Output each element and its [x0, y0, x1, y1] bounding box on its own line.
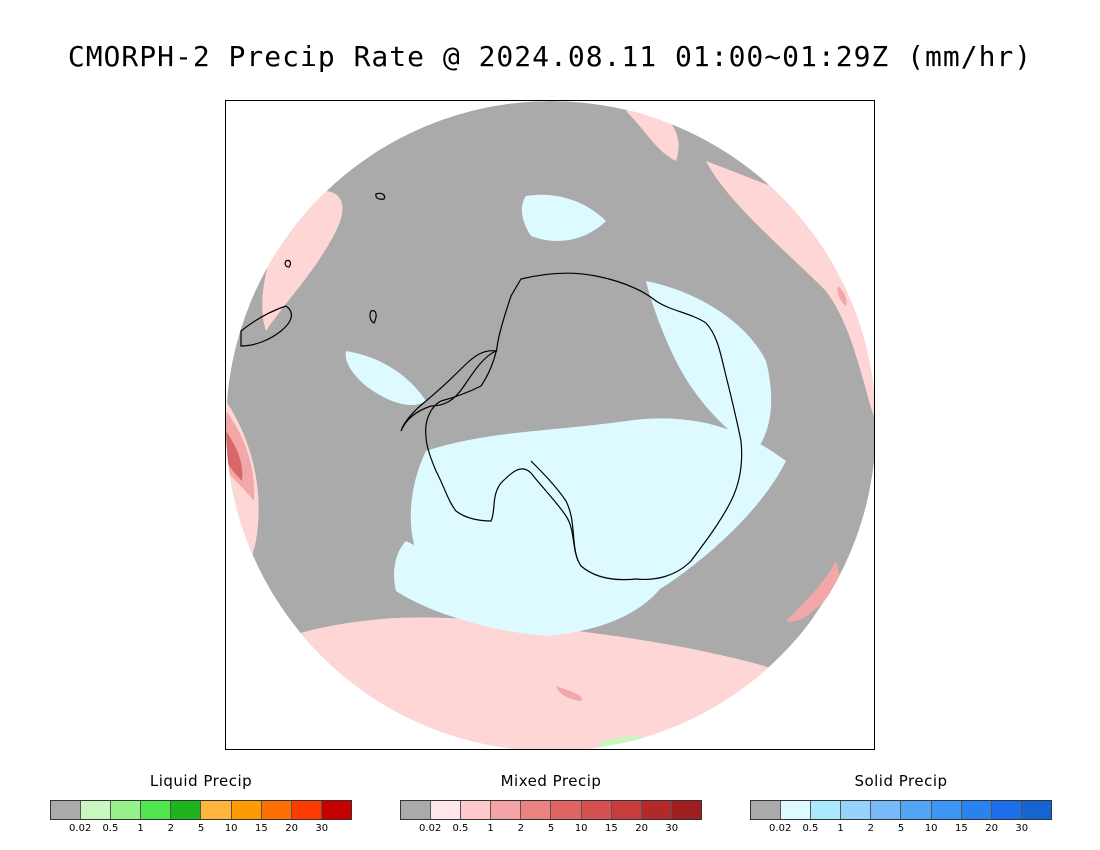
legend-tick-label: 20	[285, 823, 298, 834]
legend-title: Liquid Precip	[149, 772, 253, 790]
legend-swatch	[81, 801, 112, 819]
legend-swatch	[871, 801, 902, 819]
legend-swatch	[491, 801, 522, 819]
legend-swatch	[521, 801, 552, 819]
legend-tick-label: 2	[167, 823, 174, 834]
south-georgia	[284, 259, 292, 268]
ross-sea-coast	[530, 460, 579, 562]
map-frame	[225, 100, 875, 750]
legend-tick-label: 10	[924, 823, 938, 834]
mixed-precip-band-northwest	[262, 191, 343, 331]
legend-tick-label: 5	[897, 823, 905, 834]
legend-swatch	[111, 801, 142, 819]
legend-swatch	[1021, 801, 1051, 819]
legend-swatch	[781, 801, 812, 819]
mixed-precip-core-east	[837, 286, 847, 306]
legend-swatch	[431, 801, 462, 819]
falkland-islands	[375, 192, 386, 200]
legend-tick-label: 0.02	[419, 823, 442, 834]
legend-tick-label: 30	[665, 823, 679, 834]
legend-tick-label: 5	[197, 823, 205, 834]
legend-swatch	[991, 801, 1022, 819]
legend-tick-label: 0.5	[102, 823, 119, 834]
legend-tick-label: 0.02	[69, 823, 92, 834]
legend-swatch	[141, 801, 172, 819]
legend-tick-label: 20	[985, 823, 998, 834]
legend-tick-label: 1	[487, 823, 494, 834]
solid-precip-east	[646, 281, 772, 451]
legend-swatch	[611, 801, 642, 819]
legend-swatch	[671, 801, 701, 819]
mixed-precip-core-west	[226, 411, 255, 501]
legend-swatch	[901, 801, 932, 819]
legend-swatch	[171, 801, 202, 819]
legend-tick-label: 15	[955, 823, 968, 834]
legend-swatch	[581, 801, 612, 819]
legend-tick-label: 10	[224, 823, 238, 834]
legend-tick-label: 30	[315, 823, 329, 834]
legend-tick-label: 2	[517, 823, 524, 834]
mixed-precip-core-west-heavy	[226, 431, 243, 481]
antarctic-peninsula	[400, 350, 499, 432]
legend-swatch	[641, 801, 672, 819]
legend-swatch	[401, 801, 432, 819]
legend-tick-label: 5	[547, 823, 555, 834]
legend-swatch	[231, 801, 262, 819]
mixed-precip-band-north	[626, 101, 679, 161]
legend-swatch	[931, 801, 962, 819]
legend-swatches	[400, 800, 702, 820]
legend-ticks: 0.02 0.5 1 2 5 10 15 20 30	[50, 823, 352, 837]
legend-swatch	[51, 801, 82, 819]
legend-swatch	[291, 801, 322, 819]
solid-precip-west-streak	[345, 351, 426, 406]
legend-tick-label: 15	[605, 823, 618, 834]
legend-tick-label: 2	[867, 823, 874, 834]
antarctica-coastline	[425, 272, 743, 581]
legend-tick-label: 15	[255, 823, 268, 834]
legend-title: Mixed Precip	[500, 772, 602, 790]
legend-swatch	[551, 801, 582, 819]
legend-ticks: 0.02 0.5 1 2 5 10 15 20 30	[750, 823, 1052, 837]
legend-tick-label: 1	[837, 823, 844, 834]
polar-map	[226, 101, 874, 749]
legend-swatch	[461, 801, 492, 819]
legend-swatch	[751, 801, 782, 819]
solid-precip-central	[410, 418, 786, 621]
legend-tick-label: 0.5	[452, 823, 469, 834]
legend-swatch	[961, 801, 992, 819]
legend-tick-label: 20	[635, 823, 648, 834]
legend-swatch	[321, 801, 351, 819]
legend-title: Solid Precip	[854, 772, 948, 790]
legend-solid: Solid Precip 0.02 0.5 1 2 5 10 15 20 30	[750, 772, 1052, 837]
south-america-coastline	[240, 305, 293, 347]
legend-swatch	[841, 801, 872, 819]
solid-precip-southwest	[394, 541, 666, 636]
scotia-islands	[369, 310, 377, 324]
legend-swatches	[750, 800, 1052, 820]
legend-swatch	[261, 801, 292, 819]
legend-swatch	[201, 801, 232, 819]
legend-tick-label: 1	[137, 823, 144, 834]
mixed-precip-core-south	[556, 686, 582, 701]
no-precip-background	[226, 101, 874, 749]
legend-mixed: Mixed Precip 0.02 0.5 1 2 5 10 15 20 30	[400, 772, 702, 837]
legend-tick-label: 10	[574, 823, 588, 834]
legend-tick-label: 30	[1015, 823, 1029, 834]
legend-swatches	[50, 800, 352, 820]
solid-precip-north	[521, 194, 606, 241]
legend-ticks: 0.02 0.5 1 2 5 10 15 20 30	[400, 823, 702, 837]
map-title: CMORPH-2 Precip Rate @ 2024.08.11 01:00~…	[67, 40, 1033, 73]
legend-tick-label: 0.02	[769, 823, 792, 834]
legend-tick-label: 0.5	[802, 823, 819, 834]
legend-liquid: Liquid Precip 0.02 0.5 1 2 5 10 15 20 30	[50, 772, 352, 837]
mixed-precip-core-southeast	[786, 561, 841, 622]
legend-swatch	[811, 801, 842, 819]
